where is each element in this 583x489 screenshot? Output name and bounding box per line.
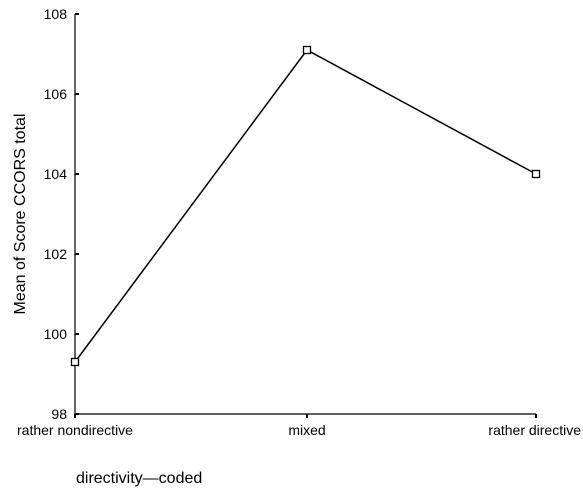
x-axis-label: directivity—coded: [76, 470, 202, 487]
y-tick-label: 100: [44, 326, 68, 342]
y-tick-label: 104: [44, 166, 68, 182]
series-line: [74, 49, 537, 363]
y-tick-label: 102: [44, 246, 68, 262]
x-tick-label: rather directive: [488, 422, 581, 438]
y-tick-label: 98: [51, 406, 67, 422]
x-ticks: rather nondirective mixed rather directive: [17, 414, 581, 438]
x-tick-label: mixed: [288, 422, 325, 438]
series-layer: [70, 45, 541, 367]
x-tick-label: rather nondirective: [17, 422, 133, 438]
data-point-marker: [302, 45, 312, 55]
y-tick-label: 108: [44, 6, 68, 22]
data-point-marker: [70, 357, 80, 367]
axes: [74, 14, 536, 415]
y-axis-label: Mean of Score CCORS total: [12, 114, 29, 315]
y-ticks: 98 100 102 104 106 108: [44, 6, 79, 422]
y-tick-label: 106: [44, 86, 68, 102]
data-point-marker: [531, 169, 541, 179]
